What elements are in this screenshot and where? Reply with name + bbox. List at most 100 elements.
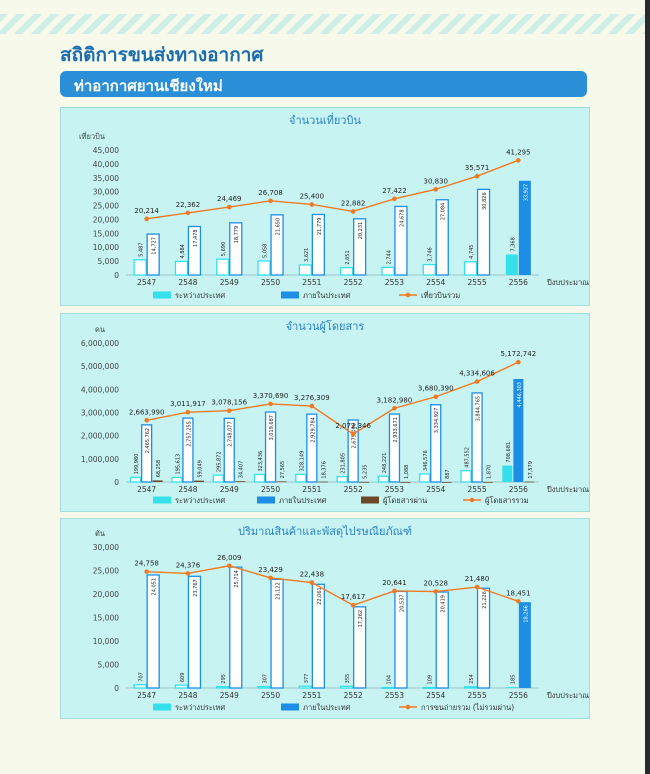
international-bar [381,686,395,689]
domestic-bar [347,419,359,483]
legend-point-swatch [405,704,411,710]
y-tick-label: 45,000 [93,146,119,155]
total-value-label: 3,680,390 [418,385,454,393]
total-value-label: 24,469 [217,195,242,203]
y-tick-label: 20,000 [93,590,119,599]
y-tick-label: 30,000 [93,543,119,552]
domestic-bar [513,378,524,482]
international-value-label: 2,651 [345,250,351,264]
international-value-label: 5,690 [221,242,227,256]
legend-label: ระหว่างประเทศ [175,291,225,300]
domestic-bar [182,417,194,483]
domestic-value-label: 20,537 [399,594,405,612]
domestic-value-label: 23,122 [276,582,282,600]
flights-chart-panel: จำนวนเที่ยวบิน เที่ยวบิน 0 5,000 10,000 15,00… [60,107,590,306]
transit-bar [441,481,452,483]
total-value-label: 5,172,742 [501,350,537,358]
x-tick-label: 2555 [468,691,487,700]
domestic-bar [270,578,284,689]
domestic-value-label: 24,051 [152,578,158,596]
x-tick-label: 2555 [468,485,487,494]
international-bar [253,473,266,483]
total-point [516,157,521,163]
chart-title: ปริมาณสินค้าและพัสดุไปรษณียภัณฑ์ [238,525,412,538]
total-point [185,409,191,415]
y-axis-label: เที่ยวบิน [79,131,105,141]
international-value-label: 328,149 [299,451,305,472]
international-value-label: 4,745 [469,244,475,258]
international-value-label: 199,980 [134,454,140,475]
international-value-label: 3,746 [428,247,434,261]
total-value-label: 24,758 [134,560,159,568]
total-value-label: 3,011,917 [170,400,206,408]
x-tick-label: 2548 [178,691,197,700]
total-value-label: 20,641 [382,579,407,587]
international-bar [174,684,189,689]
y-tick-label: 0 [114,684,119,693]
x-tick-label: 2548 [178,485,197,494]
transit-value-label: 17,579 [528,461,534,479]
domestic-value-label: 23,767 [193,579,199,597]
total-line [146,159,519,220]
x-tick-label: 2547 [137,485,156,494]
domestic-bar [352,218,367,276]
legend-swatch [281,703,299,711]
international-bar [216,685,230,689]
domestic-value-label: 2,675,006 [352,423,358,448]
total-value-label: 20,528 [424,580,449,588]
legend-swatch [153,291,171,299]
x-tick-label: 2550 [261,485,280,494]
international-bar [336,475,348,483]
total-value-label: 21,480 [465,575,490,583]
x-tick-label: 2556 [509,485,528,494]
transit-value-label: 59,049 [197,460,203,478]
x-tick-label: 2552 [344,691,363,700]
x-axis-label: ปีงบประมาณ [546,278,589,287]
total-point [185,571,191,576]
transit-value-label: 1,870 [487,465,493,479]
international-value-label: 4,884 [180,244,186,258]
international-bar [422,686,436,689]
international-value-label: 195,613 [175,454,181,475]
x-tick-label: 2553 [385,278,404,287]
total-value-label: 25,400 [300,192,325,200]
domestic-value-label: 2,465,762 [145,428,151,453]
transit-bar [524,481,535,483]
domestic-value-label: 18,779 [234,226,240,244]
transit-value-label: 68,258 [156,460,162,478]
total-point [516,359,521,365]
total-value-label: 2,072,346 [335,422,371,430]
total-line [146,565,519,606]
domestic-bar [141,424,153,483]
decorative-stripe-band [0,14,645,34]
x-tick-label: 2554 [426,278,445,287]
domestic-value-label: 3,334,927 [434,408,440,433]
international-value-label: 254 [469,674,475,684]
total-line [146,361,519,435]
total-value-label: 17,617 [341,593,366,601]
legend-label: การขนถ่ายรวม (ไม่รวมผ่าน) [421,703,514,712]
transit-value-label: 27,565 [280,461,286,479]
page-title: สถิติการขนส่งทางอากาศ [60,44,264,66]
international-value-label: 323,436 [258,451,264,472]
x-tick-label: 2547 [137,691,156,700]
y-tick-label: 20,000 [93,215,119,224]
domestic-value-label: 2,933,671 [393,417,399,442]
domestic-value-label: 27,084 [441,203,447,221]
transit-bar [317,481,328,483]
transit-bar [359,481,370,483]
total-point [474,584,480,590]
legend-point-swatch [405,292,411,298]
legend-swatch [153,496,171,504]
domestic-bar [311,583,326,689]
international-value-label: 3,621 [304,248,310,262]
legend-label: ภายในประเทศ [303,291,351,300]
international-value-label: 109 [428,675,434,685]
total-value-label: 26,009 [217,554,242,562]
chart-title: จำนวนเที่ยวบิน [289,112,361,127]
international-bar [257,685,271,689]
total-point [309,202,315,207]
passengers-chart: จำนวนผู้โดยสาร คน 0 1,000,000 2,000,000 3,000… [81,319,589,505]
international-value-label: 185 [510,675,516,685]
